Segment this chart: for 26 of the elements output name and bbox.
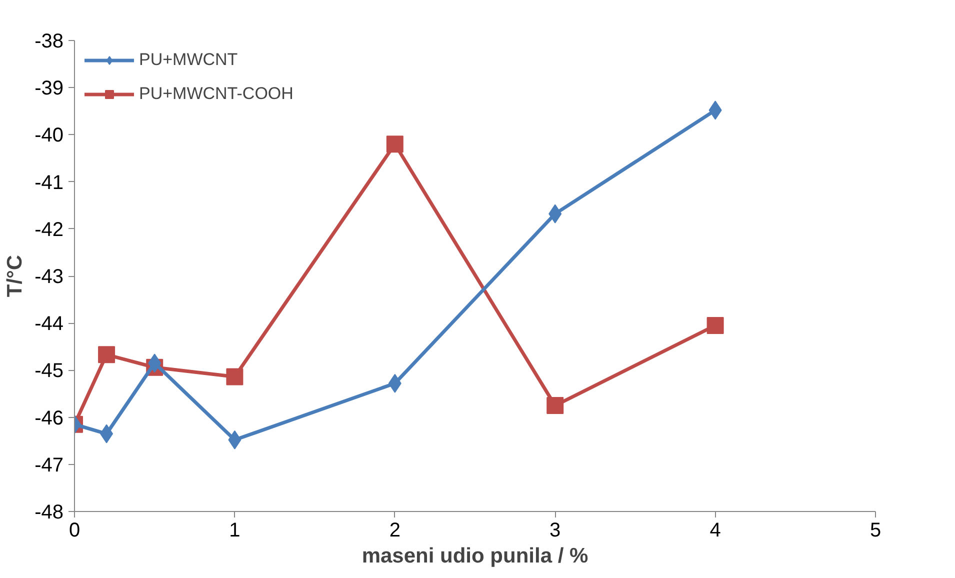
- x-tick-label: 1: [229, 520, 240, 542]
- x-tick-label: 3: [550, 520, 561, 542]
- x-axis-title: maseni udio punila / %: [362, 544, 589, 568]
- y-tick-label: -44: [34, 313, 64, 336]
- y-tick-label: -45: [34, 360, 64, 382]
- x-tick-label: 4: [710, 520, 721, 542]
- y-tick-label: -47: [34, 454, 64, 476]
- point: [706, 316, 724, 334]
- y-tick-label: -43: [34, 266, 64, 288]
- x-tick-label: 2: [389, 520, 400, 542]
- legend-label: PU+MWCNT: [139, 50, 238, 70]
- point: [98, 346, 116, 364]
- y-tick-label: -41: [34, 172, 64, 194]
- point: [226, 368, 244, 386]
- y-tick-label: -48: [34, 502, 64, 524]
- y-tick-label: -39: [34, 78, 64, 100]
- x-tick-label: 5: [870, 520, 882, 542]
- point: [386, 136, 404, 153]
- y-tick-label: -38: [34, 30, 64, 52]
- y-tick-label: -40: [34, 124, 64, 147]
- x-tick-label: 0: [68, 520, 80, 542]
- point: [546, 397, 564, 414]
- legend-label: PU+MWCNT-COOH: [139, 84, 294, 104]
- y-tick-label: -42: [34, 218, 64, 241]
- y-axis-title: T/°C: [4, 254, 27, 298]
- y-tick-label: -46: [34, 407, 64, 430]
